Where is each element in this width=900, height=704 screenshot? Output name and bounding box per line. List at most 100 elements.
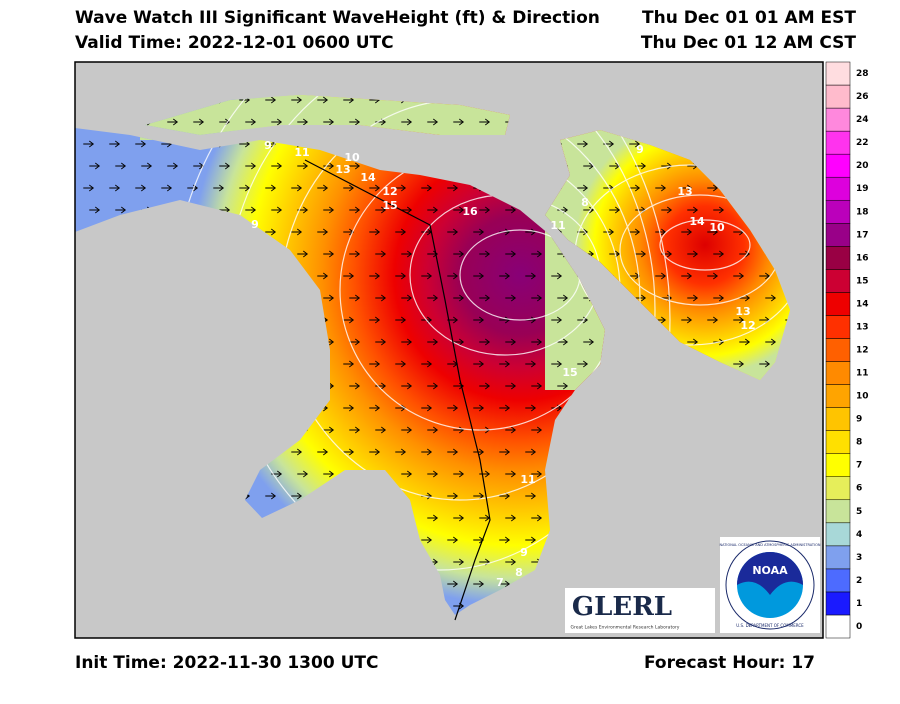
colorbar-label: 6	[856, 484, 862, 494]
arrow	[447, 536, 459, 544]
arrow	[479, 470, 491, 478]
arrow	[427, 118, 439, 126]
arrow	[83, 184, 95, 192]
arrow	[531, 514, 543, 522]
arrow	[369, 316, 381, 324]
arrow	[427, 250, 439, 258]
arrow	[421, 448, 433, 456]
colorbar-label: 19	[856, 184, 869, 194]
arrow	[427, 382, 439, 390]
arrow	[291, 228, 303, 236]
noaa-ring-bottom: U.S. DEPARTMENT OF COMMERCE	[736, 623, 804, 628]
arrow	[317, 228, 329, 236]
arrow	[447, 492, 459, 500]
arrow	[759, 360, 771, 368]
arrow	[505, 250, 517, 258]
arrow	[447, 580, 459, 588]
arrow	[421, 404, 433, 412]
contour-label: 13	[735, 305, 750, 318]
arrow	[577, 360, 589, 368]
arrow	[349, 294, 361, 302]
arrow	[349, 250, 361, 258]
arrow	[759, 272, 771, 280]
map-frame	[74, 61, 824, 639]
arrow	[343, 448, 355, 456]
colorbar-label: 4	[856, 530, 862, 540]
arrow	[499, 272, 511, 280]
arrow	[297, 162, 309, 170]
arrow	[447, 404, 459, 412]
color-swatch	[825, 269, 851, 293]
arrow	[681, 272, 693, 280]
arrow	[297, 250, 309, 258]
arrow	[531, 250, 543, 258]
arrow	[681, 316, 693, 324]
arrow	[577, 140, 589, 148]
colorbar-label: 17	[856, 230, 869, 240]
arrow	[323, 118, 335, 126]
arrow	[551, 272, 563, 280]
arrow	[265, 228, 277, 236]
arrow	[479, 338, 491, 346]
arrow	[479, 382, 491, 390]
arrow	[135, 140, 147, 148]
arrow	[479, 118, 491, 126]
arrow	[707, 316, 719, 324]
colorbar-label: 11	[856, 369, 869, 379]
arrow	[349, 206, 361, 214]
arrow	[265, 184, 277, 192]
arrow	[473, 536, 485, 544]
arrow	[427, 206, 439, 214]
arrow	[343, 228, 355, 236]
glerl-text: GLERL	[572, 592, 672, 622]
arrow	[89, 206, 101, 214]
contour-label: 11	[520, 473, 535, 486]
arrow	[317, 96, 329, 104]
arrow	[525, 360, 537, 368]
arrow	[369, 404, 381, 412]
arrow	[271, 162, 283, 170]
arrow	[551, 360, 563, 368]
color-swatch	[825, 568, 851, 593]
arrow	[135, 184, 147, 192]
arrow	[505, 558, 517, 566]
arrow	[375, 426, 387, 434]
contour-label: 13	[335, 163, 350, 176]
color-swatch	[825, 591, 851, 616]
arrow	[297, 118, 309, 126]
glerl-logo	[565, 588, 715, 633]
noaa-text: NOAA	[752, 564, 788, 577]
arrow	[525, 404, 537, 412]
arrow	[291, 448, 303, 456]
colorbar-label: 26	[856, 92, 869, 102]
arrow	[427, 470, 439, 478]
arrow	[395, 448, 407, 456]
state-boundary	[304, 159, 491, 621]
color-swatch	[825, 315, 851, 339]
contour-label: 7	[496, 576, 504, 589]
arrow	[427, 514, 439, 522]
arrow	[681, 184, 693, 192]
forecast-hour: Forecast Hour: 17	[644, 653, 815, 673]
arrow	[83, 140, 95, 148]
arrow	[479, 206, 491, 214]
colorbar-label: 12	[856, 346, 869, 356]
color-swatch	[825, 384, 851, 408]
arrow	[167, 162, 179, 170]
arrow	[453, 558, 465, 566]
contour-label: 9	[251, 218, 259, 231]
arrow	[349, 382, 361, 390]
arrow	[401, 250, 413, 258]
contour-label: 11	[294, 146, 309, 159]
title: Wave Watch III Significant WaveHeight (f…	[75, 8, 600, 28]
arrow	[499, 492, 511, 500]
color-swatch	[825, 246, 851, 270]
arrow	[531, 470, 543, 478]
arrow	[219, 162, 231, 170]
contour-label: 8	[515, 566, 523, 579]
arrow	[505, 426, 517, 434]
arrow	[271, 206, 283, 214]
arrow	[369, 360, 381, 368]
arrow	[453, 118, 465, 126]
